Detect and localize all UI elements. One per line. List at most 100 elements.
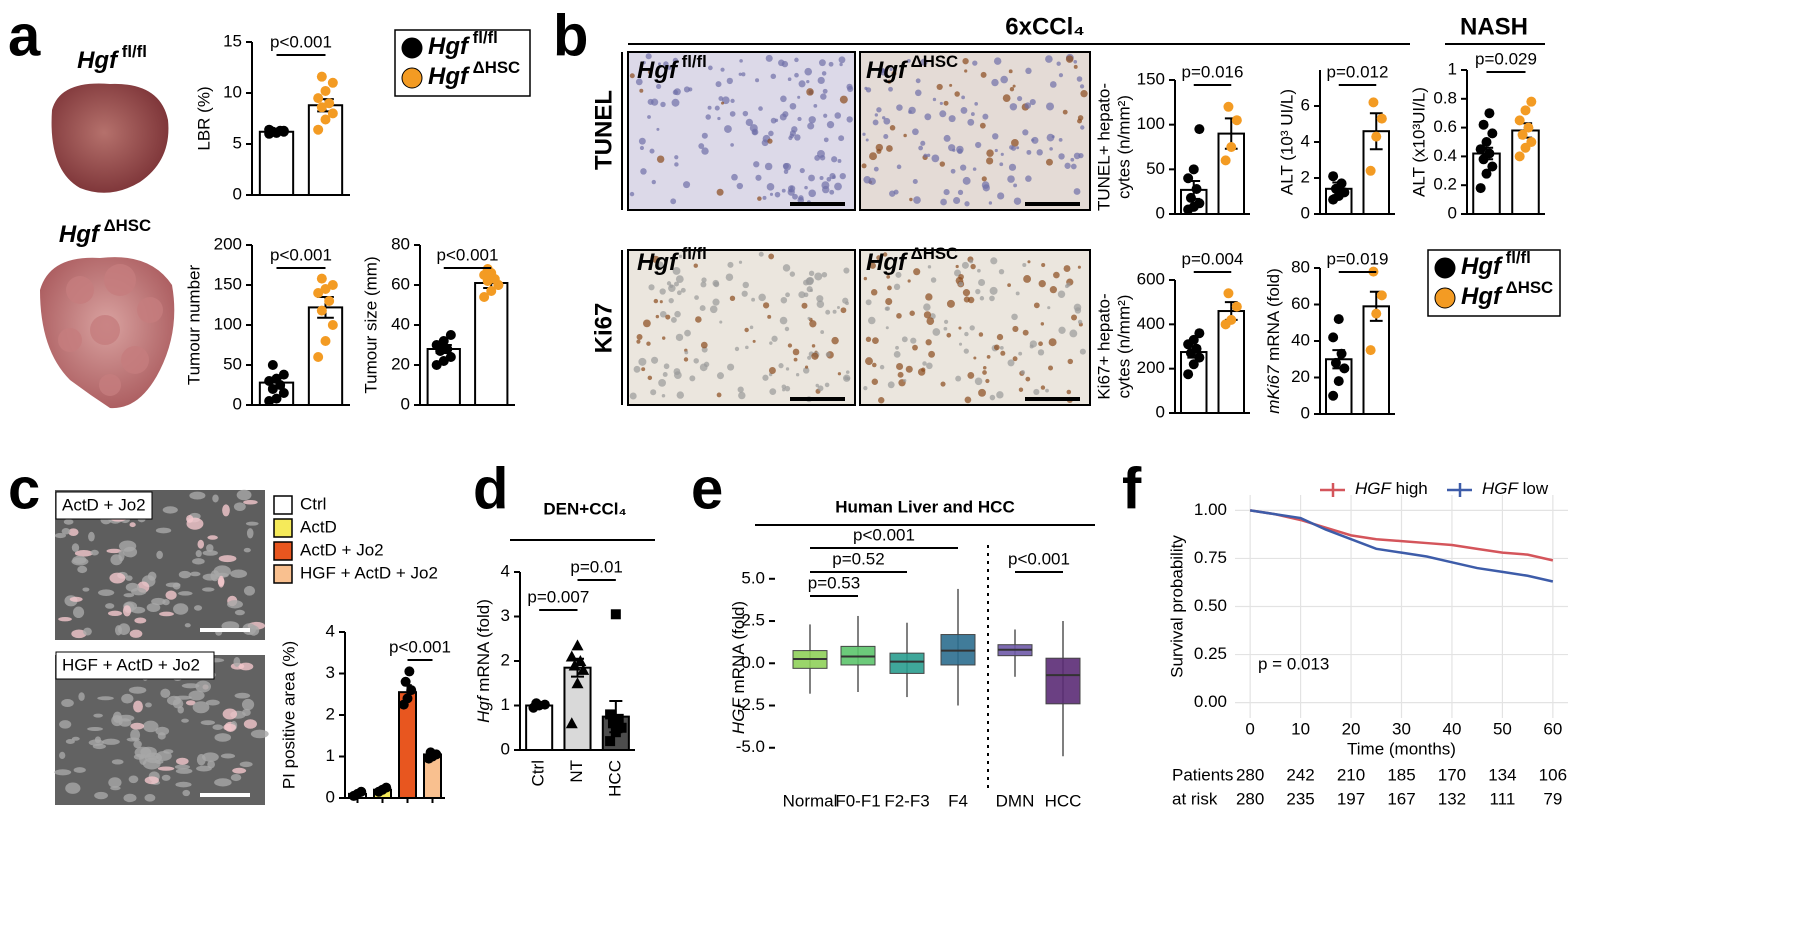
legend-swatch [273,564,293,584]
cell [157,766,175,771]
nucleus [981,176,987,182]
legend-label: Hgf ΔHSC [1461,278,1553,310]
cell [162,506,178,514]
legend-label: Hgf fl/fl [428,28,498,60]
nucleus [782,264,791,272]
nucleus [1012,356,1018,362]
nucleus [1029,98,1036,106]
nucleus [868,177,876,186]
y-tick-label: 150 [1137,69,1165,88]
nucleus [1057,290,1066,298]
cell [176,757,189,765]
legend-swatch [1447,483,1472,497]
cell [165,590,177,600]
nucleus [736,182,744,190]
data-point [1478,119,1489,130]
data-point [1526,137,1537,147]
nucleus [668,284,676,293]
cell [72,555,87,564]
nucleus [1033,388,1040,396]
nucleus [643,319,651,328]
nucleus [683,86,691,93]
data-point [568,659,581,671]
risk-count: 210 [1337,765,1365,784]
nucleus [977,268,981,273]
y-tick-label: 0 [1448,203,1457,222]
nucleus [1058,73,1064,78]
cell [142,720,159,733]
nucleus [716,188,724,196]
nucleus [923,303,931,311]
nucleus [712,298,720,306]
nucleus [982,365,987,370]
cell [193,605,203,611]
cell [133,740,142,749]
cell [243,499,258,505]
data-point [1475,144,1486,155]
nucleus [967,118,975,126]
cell [140,746,157,758]
nucleus [924,113,932,121]
cell [118,718,132,727]
y-tick-label: 1 [501,695,510,714]
nucleus [727,261,734,268]
nucleus [645,53,652,60]
cell [133,700,143,713]
nucleus [666,281,672,286]
nucleus [872,362,877,368]
data-point [539,699,550,710]
nucleus [659,288,666,295]
nucleus [992,133,999,140]
ihc-image [859,51,1091,211]
significance-label: p=0.52 [832,549,884,568]
cell [232,767,247,774]
nucleus [672,89,678,95]
nucleus [923,311,932,319]
nucleus [982,113,989,120]
nucleus [1046,133,1055,142]
nucleus [693,358,699,364]
nucleus [672,267,681,275]
nucleus [689,375,696,382]
data-point [1514,151,1525,162]
nucleus [738,260,743,264]
data-point [327,77,338,88]
nucleus [808,116,816,124]
data-point [327,320,338,330]
nucleus [815,383,819,388]
nucleus [745,345,749,350]
nucleus [684,350,689,355]
data-point [445,330,456,340]
cell [230,774,242,782]
cell [117,623,131,636]
tumour-nodules [58,264,163,396]
nucleus [887,285,892,291]
data-point [1191,183,1202,194]
photo-label: Hgf fl/fl [637,52,707,84]
data-point [1523,122,1534,133]
nucleus [838,135,845,142]
y-tick-label: 4 [501,561,510,580]
x-tick-label: 50 [1493,719,1512,738]
legend-swatch [273,541,293,561]
nucleus [981,181,990,189]
data-point [565,717,578,729]
cell [192,558,205,565]
nucleus [839,62,843,67]
nucleus [999,346,1004,350]
nucleus [954,91,960,97]
data-point [356,786,367,797]
nucleus [651,356,659,364]
nucleus [676,391,685,399]
data-point [1223,288,1234,299]
nucleus [1073,188,1081,195]
nucleus [1046,102,1055,111]
y-tick-label: 600 [1137,269,1165,288]
significance-label: p=0.01 [570,557,622,576]
nucleus [908,106,916,115]
risk-table-label: Patients [1172,765,1233,784]
nucleus [789,130,796,137]
x-tick-label: NT [567,760,586,783]
cell [189,571,201,577]
cell [202,573,218,581]
